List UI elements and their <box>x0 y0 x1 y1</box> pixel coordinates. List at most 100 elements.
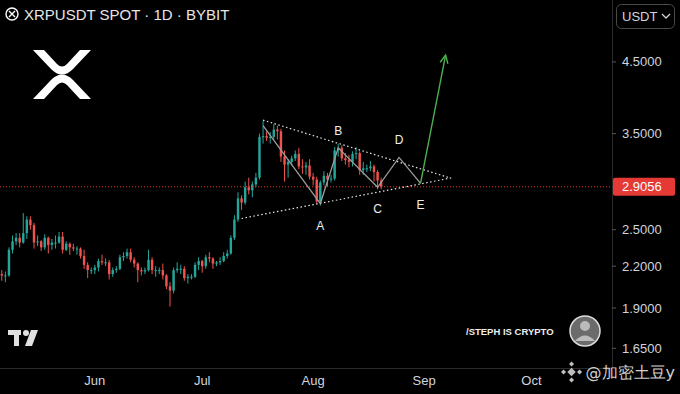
candle-body <box>58 237 60 243</box>
wave-label: B <box>334 124 342 138</box>
tv-logo <box>8 330 38 346</box>
candle-body <box>305 166 307 168</box>
candle-body <box>33 225 35 242</box>
candle-body <box>240 198 242 202</box>
candle-wick <box>280 129 281 162</box>
candle-wick <box>277 126 278 140</box>
y-tick-label: 1.6500 <box>622 341 662 356</box>
candle-body <box>312 177 314 180</box>
candle-wick <box>184 266 185 281</box>
candle-wick <box>205 255 206 269</box>
candle-body <box>133 260 135 264</box>
candle-body <box>301 166 303 167</box>
candle-wick <box>44 234 45 249</box>
triangle-trendline <box>242 178 453 219</box>
watermark-text: @加密土豆y <box>586 363 675 382</box>
candle-body <box>147 260 149 270</box>
candle-body <box>280 131 282 156</box>
candle-wick <box>84 250 85 269</box>
candle-body <box>69 244 71 248</box>
candle-body <box>140 270 142 271</box>
candle-wick <box>59 232 60 244</box>
candle-wick <box>41 240 42 251</box>
candle-body <box>65 244 67 250</box>
candle-wick <box>144 267 145 274</box>
currency-label[interactable]: USDT <box>622 9 657 24</box>
candle-wick <box>255 173 256 187</box>
candle-wick <box>73 244 74 251</box>
candle-wick <box>331 175 332 183</box>
candle-wick <box>166 274 167 289</box>
candle-body <box>197 261 199 265</box>
candle-body <box>183 269 185 278</box>
currency-button[interactable] <box>617 5 675 29</box>
candle-wick <box>26 216 27 239</box>
candle-wick <box>352 151 353 166</box>
candle-body <box>83 256 85 265</box>
credit-avatar-body <box>575 336 595 342</box>
candle-wick <box>266 131 267 141</box>
candle-body <box>144 270 146 271</box>
candle-wick <box>62 232 63 254</box>
tv-logo-stem <box>14 330 19 346</box>
candle-wick <box>173 267 174 293</box>
candle-body <box>115 269 117 270</box>
candle-body <box>94 267 96 270</box>
candle-body <box>101 261 103 262</box>
candle-wick <box>76 246 77 255</box>
candle-wick <box>234 215 235 240</box>
candle-body <box>158 270 160 271</box>
candle-body <box>308 166 310 177</box>
candle-wick <box>34 223 35 249</box>
candle-wick <box>155 266 156 277</box>
candle-wick <box>241 195 242 210</box>
candle-body <box>283 157 285 165</box>
candle-body <box>215 262 217 263</box>
candle-wick <box>202 260 203 273</box>
candle-wick <box>309 159 310 179</box>
credit-avatar-head <box>580 321 590 331</box>
candle-body <box>108 262 110 274</box>
candle-body <box>104 262 106 263</box>
candle-wick <box>30 216 31 229</box>
candle-wick <box>187 274 188 283</box>
candle-wick <box>48 237 49 254</box>
candle-body <box>362 168 364 170</box>
candle-wick <box>248 178 249 195</box>
x-tick-label: Jul <box>194 373 211 388</box>
candle-body <box>376 172 378 181</box>
candle-body <box>1 274 3 275</box>
xrp-logo-top <box>33 50 91 75</box>
candle-wick <box>170 282 171 306</box>
y-tick <box>612 266 616 267</box>
symbol-icon-x <box>9 11 15 17</box>
candle-body <box>22 233 24 242</box>
candle-wick <box>137 262 138 282</box>
candle-body <box>29 220 31 226</box>
candle-wick <box>374 165 375 182</box>
candle-wick <box>112 267 113 276</box>
y-tick-label: 4.5000 <box>622 54 662 69</box>
candle-wick <box>130 249 131 263</box>
candle-wick <box>263 121 264 144</box>
y-tick <box>612 133 616 134</box>
candle-body <box>165 275 167 286</box>
candle-wick <box>238 192 239 222</box>
candle-wick <box>1 270 2 281</box>
candle-wick <box>69 243 70 255</box>
candle-body <box>290 158 292 162</box>
credit-text: /STEPH IS CRYPTO <box>466 326 554 337</box>
candle-body <box>273 130 275 137</box>
candle-wick <box>195 262 196 278</box>
y-tick <box>612 348 616 349</box>
candle-body <box>251 184 253 190</box>
candle-wick <box>191 274 192 279</box>
candle-wick <box>341 145 342 161</box>
chart-canvas: ABCDE1.65001.90002.20002.50003.50004.500… <box>0 0 680 394</box>
candle-wick <box>359 151 360 174</box>
x-tick-label: Sep <box>413 373 436 388</box>
candle-body <box>248 187 250 190</box>
candle-body <box>112 270 114 274</box>
plot-area <box>0 55 612 307</box>
last-price-box <box>613 178 675 196</box>
